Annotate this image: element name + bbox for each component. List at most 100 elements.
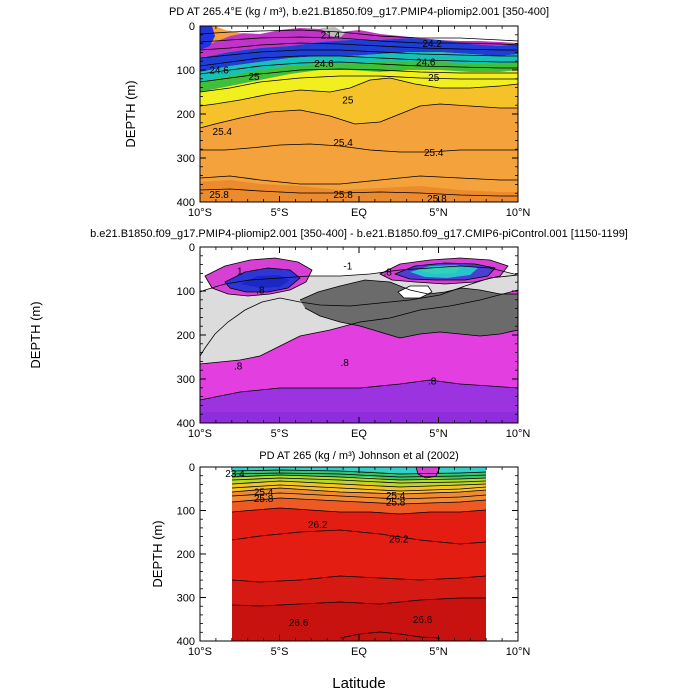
x-tick-label: 5°N — [429, 428, 448, 440]
y-tick-label: 200 — [177, 109, 195, 121]
contour-line — [199, 379, 519, 401]
contour-label: 24.6 — [209, 66, 229, 77]
panel-3-x-label: Latitude — [332, 675, 385, 692]
y-tick-label: 0 — [189, 462, 195, 474]
fill-band-22 — [416, 467, 440, 478]
contour-line — [231, 477, 487, 484]
contour-label: 21.4 — [321, 30, 341, 41]
contour-label: .8 — [341, 358, 350, 369]
contour-line — [304, 307, 519, 339]
contour-line — [231, 497, 487, 505]
contour-line — [199, 175, 518, 185]
y-tick-label: 100 — [177, 286, 195, 298]
contour-line — [231, 472, 487, 478]
x-tick-label: EQ — [351, 646, 367, 658]
y-tick-label: 300 — [177, 593, 195, 605]
fill-band-23 — [200, 38, 518, 72]
y-tick-label: 400 — [177, 636, 195, 648]
contour-label: 25.8 — [333, 190, 353, 201]
contour-line — [231, 487, 487, 495]
contour-line — [231, 484, 487, 492]
panel-2-y-label: DEPTH (m) — [28, 301, 43, 368]
panel-3-contour-fill — [232, 467, 486, 641]
contour-label: 25.8 — [427, 194, 447, 205]
contour-line — [199, 77, 519, 107]
panel-1-title: PD AT 265.4°E (kg / m³), b.e21.B1850.f09… — [169, 6, 549, 18]
contour-label: 25 — [428, 73, 440, 84]
fill-band-21.4 — [320, 27, 345, 38]
panel-3-title: PD AT 265 (kg / m³) Johnson et al (2002) — [259, 450, 459, 462]
contour-line — [231, 575, 487, 583]
contour-label: 25.4 — [213, 127, 233, 138]
contour-label: 25.8 — [209, 190, 229, 201]
contour-label: -1 — [343, 261, 352, 272]
contour-label: 25.4 — [424, 148, 444, 159]
contour-line — [199, 42, 518, 51]
panel-2-y-axis: 0 100 200 300 400 — [177, 242, 518, 430]
x-tick-label: EQ — [351, 207, 367, 219]
contour-line — [199, 55, 518, 67]
panel-1-contour-fill — [200, 26, 518, 202]
contour-line — [231, 474, 487, 481]
contour-label: 25 — [248, 72, 260, 83]
panel-2-title: b.e21.B1850.f09_g17.PMIP4-pliomip2.001 [… — [90, 228, 628, 240]
y-tick-label: 300 — [177, 374, 195, 386]
x-tick-label: 10°N — [506, 646, 531, 658]
contour-line — [200, 143, 518, 153]
x-tick-label: 10°S — [188, 428, 212, 440]
fill-band-24.6 — [200, 70, 518, 106]
contour-line — [199, 68, 518, 83]
fill-band-21 — [200, 26, 215, 50]
y-tick-label: 100 — [177, 506, 195, 518]
contour-label: 25 — [342, 95, 354, 106]
x-tick-label: 5°N — [429, 646, 448, 658]
contour-line — [397, 285, 433, 299]
panel-1: PD AT 265.4°E (kg / m³), b.e21.B1850.f09… — [123, 6, 549, 219]
contour-label: 23.4 — [225, 469, 245, 480]
contour-line — [199, 75, 518, 93]
fill-band-24.8 — [200, 78, 518, 128]
y-tick-label: 400 — [177, 418, 195, 430]
fill-band-22 — [200, 27, 518, 58]
contour-label: -.8 — [380, 268, 392, 279]
x-tick-label: 5°S — [271, 428, 289, 440]
contour-label: .8 — [256, 286, 265, 297]
contour-label: 26.2 — [389, 534, 409, 545]
contour-label: 25.8 — [386, 497, 406, 508]
contour-label: 26.6 — [289, 618, 309, 629]
panel-1-contour-labels: 21.4 24.2 24.6 24.6 24.6 25 25 25 25.4 25.4 25.4 25… — [209, 30, 447, 205]
contour-line — [199, 36, 519, 46]
panel-1-contour-lines — [199, 29, 519, 197]
y-tick-label: 100 — [177, 65, 195, 77]
contour-label: 24.6 — [314, 59, 334, 70]
panel-3-contour-lines — [231, 466, 487, 639]
contour-label: 25.4 — [333, 138, 353, 149]
contour-label: 1 — [237, 267, 243, 278]
x-tick-label: 5°S — [271, 207, 289, 219]
contour-label: .8 — [234, 361, 243, 372]
y-tick-label: 200 — [177, 549, 195, 561]
contour-label: 25.4 — [386, 491, 406, 502]
contour-line — [231, 529, 487, 545]
contour-label: 25.4 — [254, 488, 274, 499]
contour-label: 26.2 — [308, 520, 328, 531]
contour-line — [231, 507, 487, 515]
panel-3: PD AT 265 (kg / m³) Johnson et al (2002) — [150, 450, 530, 692]
y-tick-label: 0 — [189, 242, 195, 254]
panel-3-x-axis: 10°S 5°S EQ 5°N 10°N — [188, 467, 530, 658]
contour-line — [199, 29, 519, 42]
contour-line — [199, 61, 518, 75]
contour-line — [393, 262, 496, 281]
x-tick-label: 10°S — [188, 207, 212, 219]
contour-line — [224, 267, 301, 293]
contour-line — [199, 49, 518, 59]
contour-label: 26.6 — [413, 615, 433, 626]
panel-3-y-label: DEPTH (m) — [150, 520, 165, 587]
panel-1-y-label: DEPTH (m) — [123, 80, 138, 147]
fill-band-0 — [200, 247, 518, 292]
x-tick-label: 10°N — [506, 428, 531, 440]
panel-1-x-axis: 10°S 5°S EQ 5°N 10°N — [188, 26, 530, 219]
contour-line — [199, 188, 518, 197]
contour-line — [299, 279, 518, 301]
